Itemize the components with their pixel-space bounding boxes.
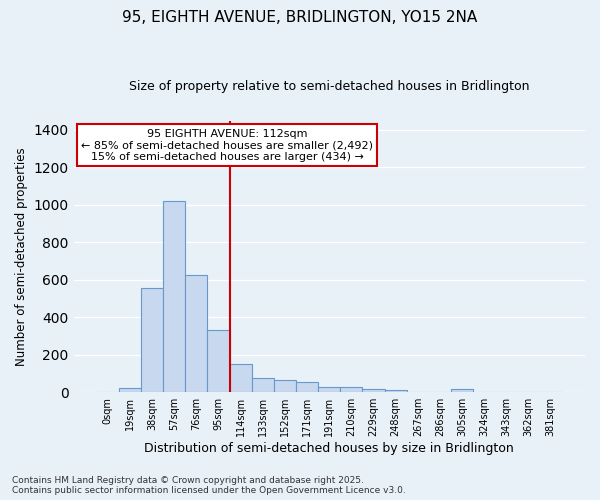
Bar	[340, 387, 362, 392]
Bar	[119, 388, 141, 392]
Bar	[163, 201, 185, 392]
Bar	[296, 382, 318, 392]
Bar	[362, 389, 385, 392]
Title: Size of property relative to semi-detached houses in Bridlington: Size of property relative to semi-detach…	[129, 80, 530, 93]
Text: 95, EIGHTH AVENUE, BRIDLINGTON, YO15 2NA: 95, EIGHTH AVENUE, BRIDLINGTON, YO15 2NA	[122, 10, 478, 25]
Bar	[451, 389, 473, 392]
Text: 95 EIGHTH AVENUE: 112sqm
← 85% of semi-detached houses are smaller (2,492)
15% o: 95 EIGHTH AVENUE: 112sqm ← 85% of semi-d…	[81, 128, 373, 162]
Bar	[252, 378, 274, 392]
Text: Contains HM Land Registry data © Crown copyright and database right 2025.
Contai: Contains HM Land Registry data © Crown c…	[12, 476, 406, 495]
Bar	[141, 288, 163, 392]
Bar	[274, 380, 296, 392]
Bar	[185, 275, 208, 392]
Bar	[318, 386, 340, 392]
X-axis label: Distribution of semi-detached houses by size in Bridlington: Distribution of semi-detached houses by …	[145, 442, 514, 455]
Bar	[230, 364, 252, 392]
Bar	[208, 330, 230, 392]
Y-axis label: Number of semi-detached properties: Number of semi-detached properties	[15, 147, 28, 366]
Bar	[385, 390, 407, 392]
